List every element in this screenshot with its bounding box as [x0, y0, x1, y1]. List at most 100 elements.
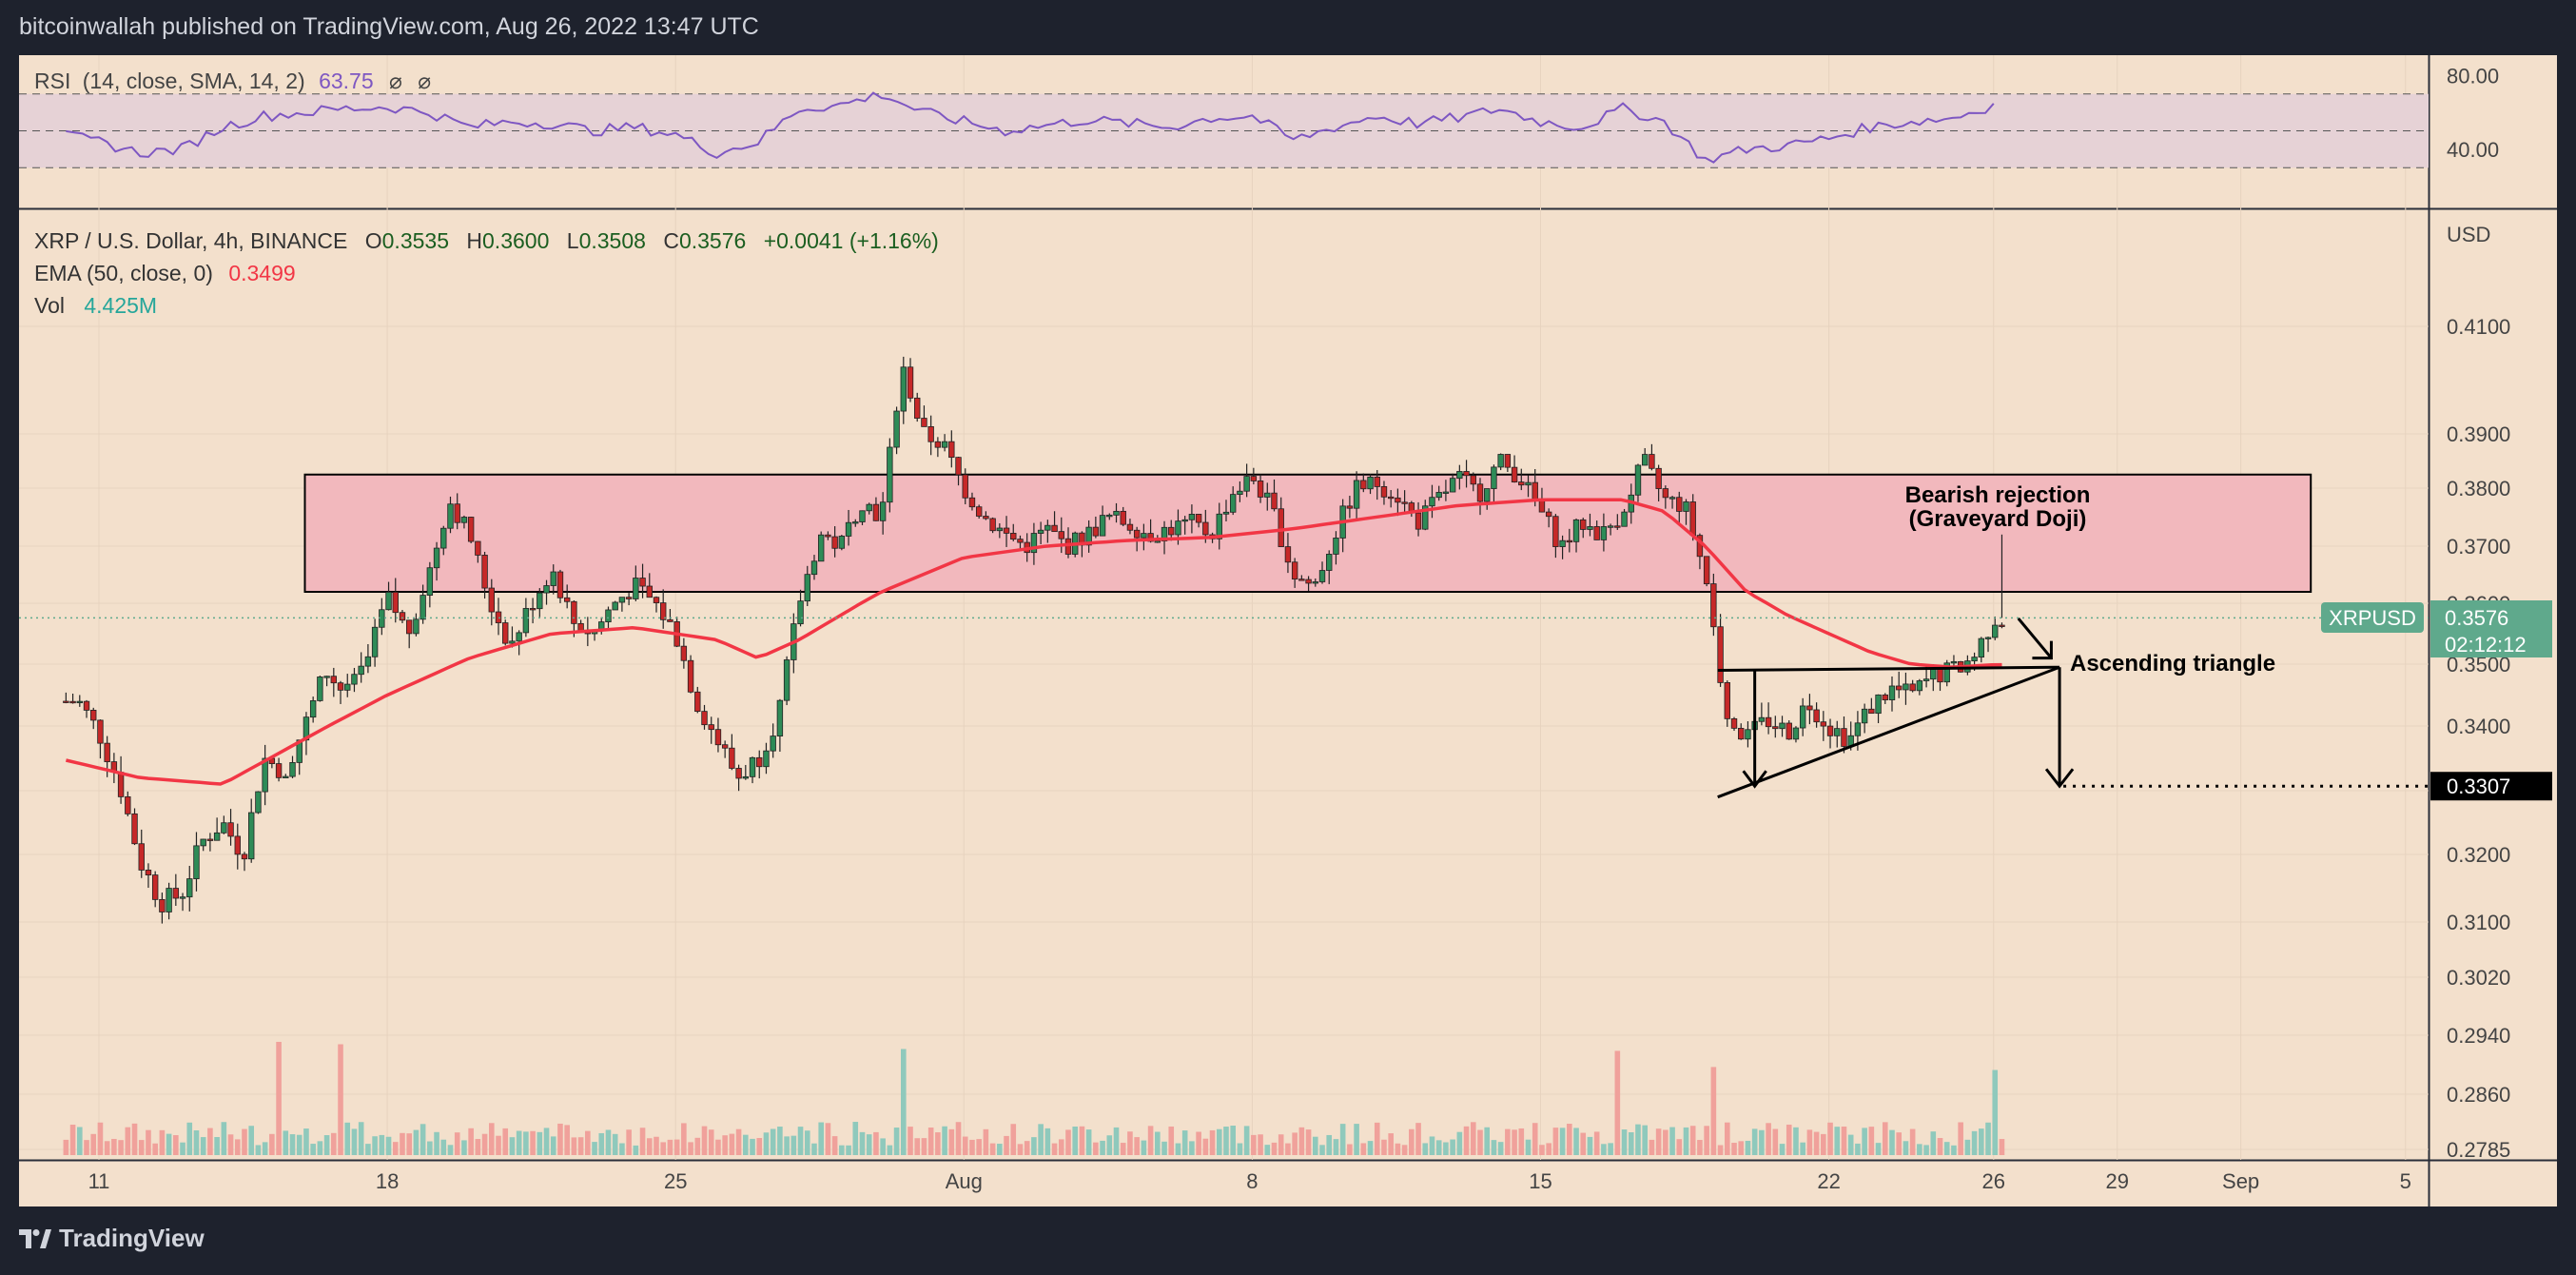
candle-body-74 — [571, 600, 577, 624]
volume-bar-14 — [159, 1129, 166, 1155]
candle-239 — [1703, 556, 1710, 587]
candle-body-111 — [825, 534, 831, 538]
time-axis-ticks: 11 18 25 Aug 8 15 22 26 29 Sep 5 — [88, 1169, 2411, 1193]
candle-121 — [893, 406, 900, 455]
candle-body-198 — [1422, 505, 1429, 530]
volume-bar-40 — [338, 1044, 343, 1155]
candle-53 — [426, 561, 434, 608]
candle-84 — [639, 563, 646, 598]
volume-bar-181 — [1305, 1129, 1312, 1155]
candle-body-226 — [1614, 525, 1621, 528]
volume-bar-199 — [1429, 1136, 1435, 1155]
candle-100 — [749, 756, 756, 784]
volume-bar-178 — [1285, 1143, 1291, 1155]
candle-219 — [1566, 528, 1573, 553]
rsi-line — [66, 91, 1995, 164]
time-tick-2: 25 — [664, 1169, 687, 1193]
volume-bar-36 — [310, 1144, 316, 1155]
open-label: O — [365, 228, 382, 253]
candle-199 — [1429, 484, 1435, 519]
candle-body-115 — [852, 521, 859, 524]
volume-bar-240 — [1710, 1067, 1717, 1155]
volume-bar-162 — [1175, 1143, 1181, 1155]
candle-233 — [1662, 485, 1669, 509]
triangle-height-arrow — [1742, 770, 1767, 789]
candle-body-191 — [1374, 476, 1380, 487]
candle-127 — [934, 437, 942, 458]
candle-212 — [1518, 468, 1525, 491]
volume-bar-50 — [406, 1133, 412, 1155]
volume-bar-136 — [997, 1144, 1003, 1155]
candle-24 — [227, 809, 234, 846]
candle-body-221 — [1580, 519, 1587, 530]
price-axis-currency: USD — [2447, 223, 2490, 246]
volume-bar-15 — [166, 1133, 172, 1155]
candle-123 — [907, 358, 914, 402]
volume-bar-116 — [859, 1131, 866, 1155]
volume-bar-73 — [564, 1125, 570, 1155]
candle-body-123 — [907, 366, 914, 399]
candle-227 — [1621, 508, 1628, 527]
candle-body-185 — [1333, 538, 1339, 555]
volume-bar-226 — [1614, 1050, 1621, 1155]
candle-79 — [605, 606, 612, 631]
candle-body-156 — [1133, 529, 1141, 539]
candle-body-271 — [1922, 678, 1930, 681]
volume-bar-172 — [1243, 1126, 1250, 1155]
candle-body-166 — [1202, 521, 1209, 536]
last-price-value-bg — [2430, 600, 2552, 657]
candle-body-230 — [1641, 454, 1649, 466]
candle-130 — [955, 457, 962, 486]
volume-bar-211 — [1512, 1129, 1517, 1155]
footer-brand[interactable]: TradingView — [19, 1224, 205, 1253]
volume-bar-96 — [722, 1135, 728, 1155]
candle-body-210 — [1504, 454, 1512, 468]
candle-185 — [1333, 531, 1339, 565]
candle-body-126 — [927, 425, 934, 442]
candle-body-125 — [921, 418, 927, 427]
candle-85 — [646, 573, 653, 598]
ema-legend-value: 0.3499 — [228, 261, 295, 285]
volume-bar-210 — [1505, 1128, 1511, 1155]
candle-189 — [1360, 473, 1367, 493]
candle-73 — [563, 584, 571, 609]
time-tick-3: Aug — [946, 1169, 983, 1193]
volume-bar-32 — [283, 1130, 289, 1155]
candle-126 — [927, 415, 934, 456]
candle-64 — [502, 619, 509, 646]
candle-body-122 — [900, 366, 907, 412]
candle-body-168 — [1216, 513, 1222, 539]
candle-223 — [1593, 520, 1600, 540]
volume-bar-205 — [1470, 1122, 1476, 1155]
candle-body-36 — [309, 700, 317, 718]
volume-bar-128 — [942, 1126, 947, 1155]
volume-bar-132 — [969, 1139, 975, 1155]
candle-198 — [1422, 500, 1429, 531]
candle-body-41 — [344, 683, 351, 691]
volume-bar-37 — [317, 1141, 323, 1155]
candle-11 — [138, 829, 145, 878]
candle-60 — [475, 540, 481, 563]
candle-69 — [537, 588, 543, 618]
volume-bar-39 — [331, 1132, 337, 1155]
candle-body-86 — [653, 597, 660, 603]
candle-body-54 — [433, 547, 440, 569]
candle-body-261 — [1854, 722, 1862, 736]
candle-body-52 — [420, 595, 426, 620]
volume-bar-185 — [1333, 1139, 1339, 1155]
volume-bar-76 — [585, 1130, 591, 1155]
candle-169 — [1222, 500, 1230, 521]
volume-bar-57 — [454, 1132, 460, 1155]
candle-141 — [1030, 522, 1038, 565]
candle-153 — [1113, 502, 1120, 523]
candle-240 — [1710, 573, 1717, 637]
candle-21 — [206, 833, 214, 852]
candle-20 — [200, 838, 206, 852]
candle-1 — [69, 693, 76, 704]
candle-176 — [1271, 479, 1278, 512]
candle-body-146 — [1064, 538, 1072, 555]
candle-body-95 — [714, 729, 722, 746]
volume-bar-83 — [633, 1145, 639, 1155]
candle-138 — [1010, 523, 1017, 541]
